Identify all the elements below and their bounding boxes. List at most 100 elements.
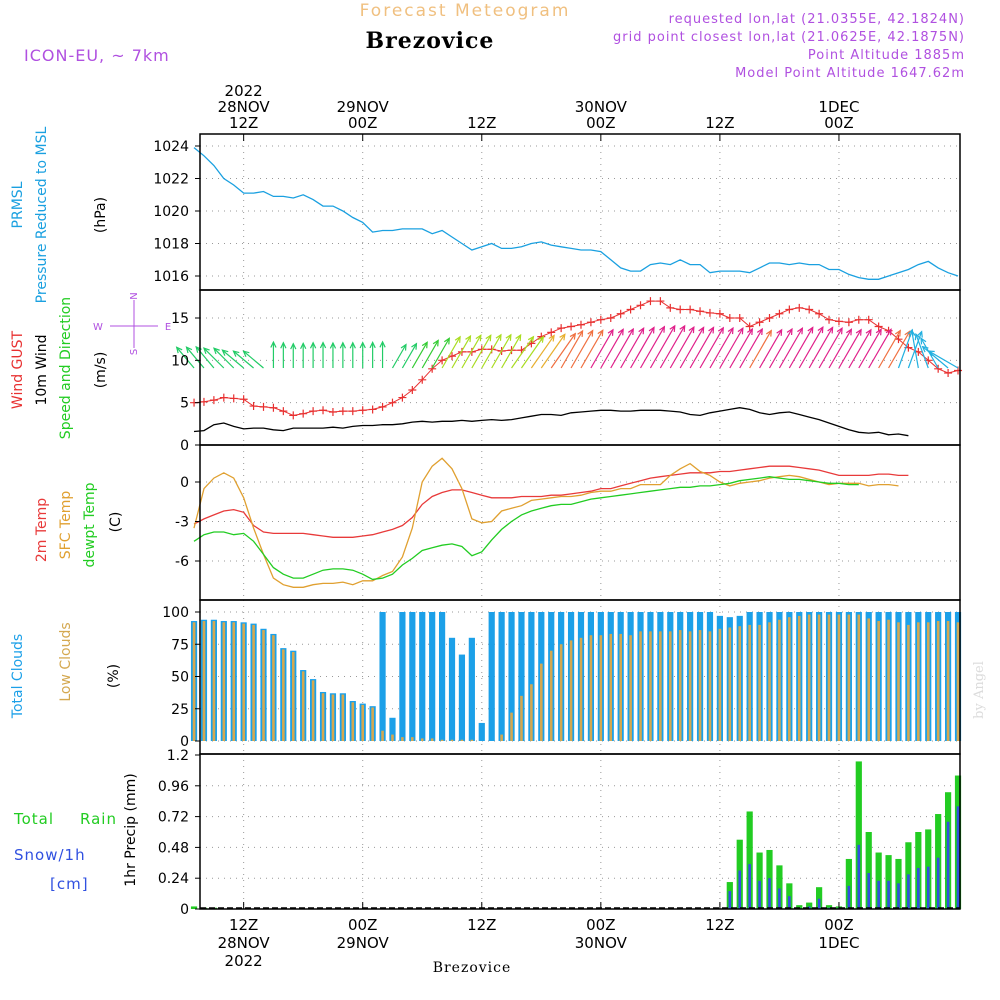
wind-arrow [808, 327, 834, 369]
wind-arrowhead [175, 346, 183, 354]
wind-arrow [176, 346, 195, 369]
low-clouds-bar [668, 631, 672, 741]
low-clouds-bar [619, 633, 622, 741]
wind-arrow [838, 329, 862, 369]
wind-arrow [570, 330, 594, 369]
low-clouds-bar [609, 633, 613, 741]
total-clouds-bar [468, 637, 475, 741]
rain-bar [786, 883, 793, 909]
bottom-axis-label: 30NOV [575, 934, 628, 952]
wind-arrowhead [465, 334, 472, 343]
wind-arrow [749, 330, 772, 369]
bottom-axis-label: 00Z [824, 916, 853, 934]
gust-point [636, 301, 645, 310]
wind-arrowhead [827, 326, 834, 334]
wind-arrow [243, 350, 264, 369]
snow-bar [738, 870, 742, 909]
low-clouds-bar [361, 704, 365, 741]
low-clouds-bar [956, 622, 960, 741]
snow-bar [877, 880, 880, 909]
total-clouds-bar [528, 612, 535, 741]
low-clouds-bar [837, 614, 841, 741]
low-clouds-bar [381, 730, 384, 741]
wind-arrowhead [679, 324, 686, 332]
low-clouds-bar [192, 622, 196, 741]
bottom-axis-label: 29NOV [337, 934, 390, 952]
gust-point [229, 394, 238, 403]
temp-unit: (C) [108, 512, 124, 533]
low-clouds-bar [232, 622, 236, 741]
wind-arrowhead [587, 329, 594, 337]
wind-arrowhead [300, 341, 307, 350]
wind-arrowhead [807, 326, 814, 334]
wind-arrowhead [495, 333, 502, 341]
low-clouds-bar [262, 630, 265, 741]
low-clouds-bar [282, 649, 285, 741]
low-clouds-bar [649, 631, 652, 741]
wind-arrowhead [921, 345, 929, 353]
panel-frame [199, 289, 961, 446]
wind-arrowhead [914, 332, 921, 341]
gust-point [368, 405, 377, 414]
wind-arrowhead [443, 337, 450, 345]
top-axis-label: 12Z [705, 114, 734, 132]
gust-point [398, 393, 407, 402]
low-clouds-bar [430, 738, 434, 741]
low-clouds-bar [242, 623, 245, 741]
gust-point [606, 314, 615, 322]
wind-arrowhead [280, 341, 287, 349]
wind-arrow [203, 347, 225, 369]
wind-arrowhead [648, 326, 655, 334]
snow-bar [728, 891, 732, 909]
low-clouds-bar [549, 650, 553, 741]
gust-point [388, 398, 397, 407]
low-clouds-bar [212, 621, 216, 741]
low-clouds-bar [222, 622, 226, 741]
wind-arrow [739, 328, 763, 369]
low-clouds-bar [778, 619, 781, 741]
wind-arrow [451, 335, 471, 369]
wind-arrow [411, 341, 428, 369]
wind-arrow [590, 329, 614, 369]
gust-point [586, 318, 595, 327]
wind-arrow [719, 327, 744, 369]
dewpoint-line [193, 476, 859, 581]
wind-arrow [669, 326, 695, 369]
snow-bar [946, 821, 950, 909]
total-clouds-bar [498, 612, 505, 741]
wind-arrow [759, 329, 783, 369]
location-title: Brezovice [366, 28, 495, 54]
wind-arrowhead [577, 329, 584, 337]
wind-arrow [391, 344, 407, 369]
gust-point [309, 407, 318, 416]
top-axis-label: 12Z [229, 114, 258, 132]
low-clouds-bar [272, 635, 275, 741]
wind-arrowhead [270, 340, 277, 348]
snow-bar [907, 874, 910, 909]
low-clouds-bar [450, 739, 454, 741]
wind-arrowhead [885, 328, 892, 336]
wind-arrowhead [786, 327, 793, 336]
wind-arrowhead [747, 327, 754, 336]
top-axis-label: 12Z [467, 114, 496, 132]
rain-bar [816, 887, 823, 909]
low-clouds-bar [520, 695, 523, 741]
gust-point [567, 322, 576, 331]
y-tick-label: 1.2 [167, 748, 189, 764]
total-clouds-bar [488, 612, 495, 741]
total-clouds-bar [438, 612, 446, 741]
top-axis-label: 00Z [348, 114, 377, 132]
wind-arrow [491, 334, 512, 369]
wind-gust-label: Wind GUST [10, 330, 26, 409]
wind-arrow [501, 334, 522, 369]
low-clouds-bar [817, 614, 821, 741]
low-clouds-bar [540, 663, 543, 741]
panel-frame [199, 753, 961, 910]
gust-point [785, 305, 794, 314]
low-clouds-bar [530, 684, 533, 741]
snow-bar [778, 888, 781, 909]
gust-point [834, 317, 843, 326]
gust-point [646, 297, 655, 306]
wind-arrowhead [569, 332, 577, 340]
